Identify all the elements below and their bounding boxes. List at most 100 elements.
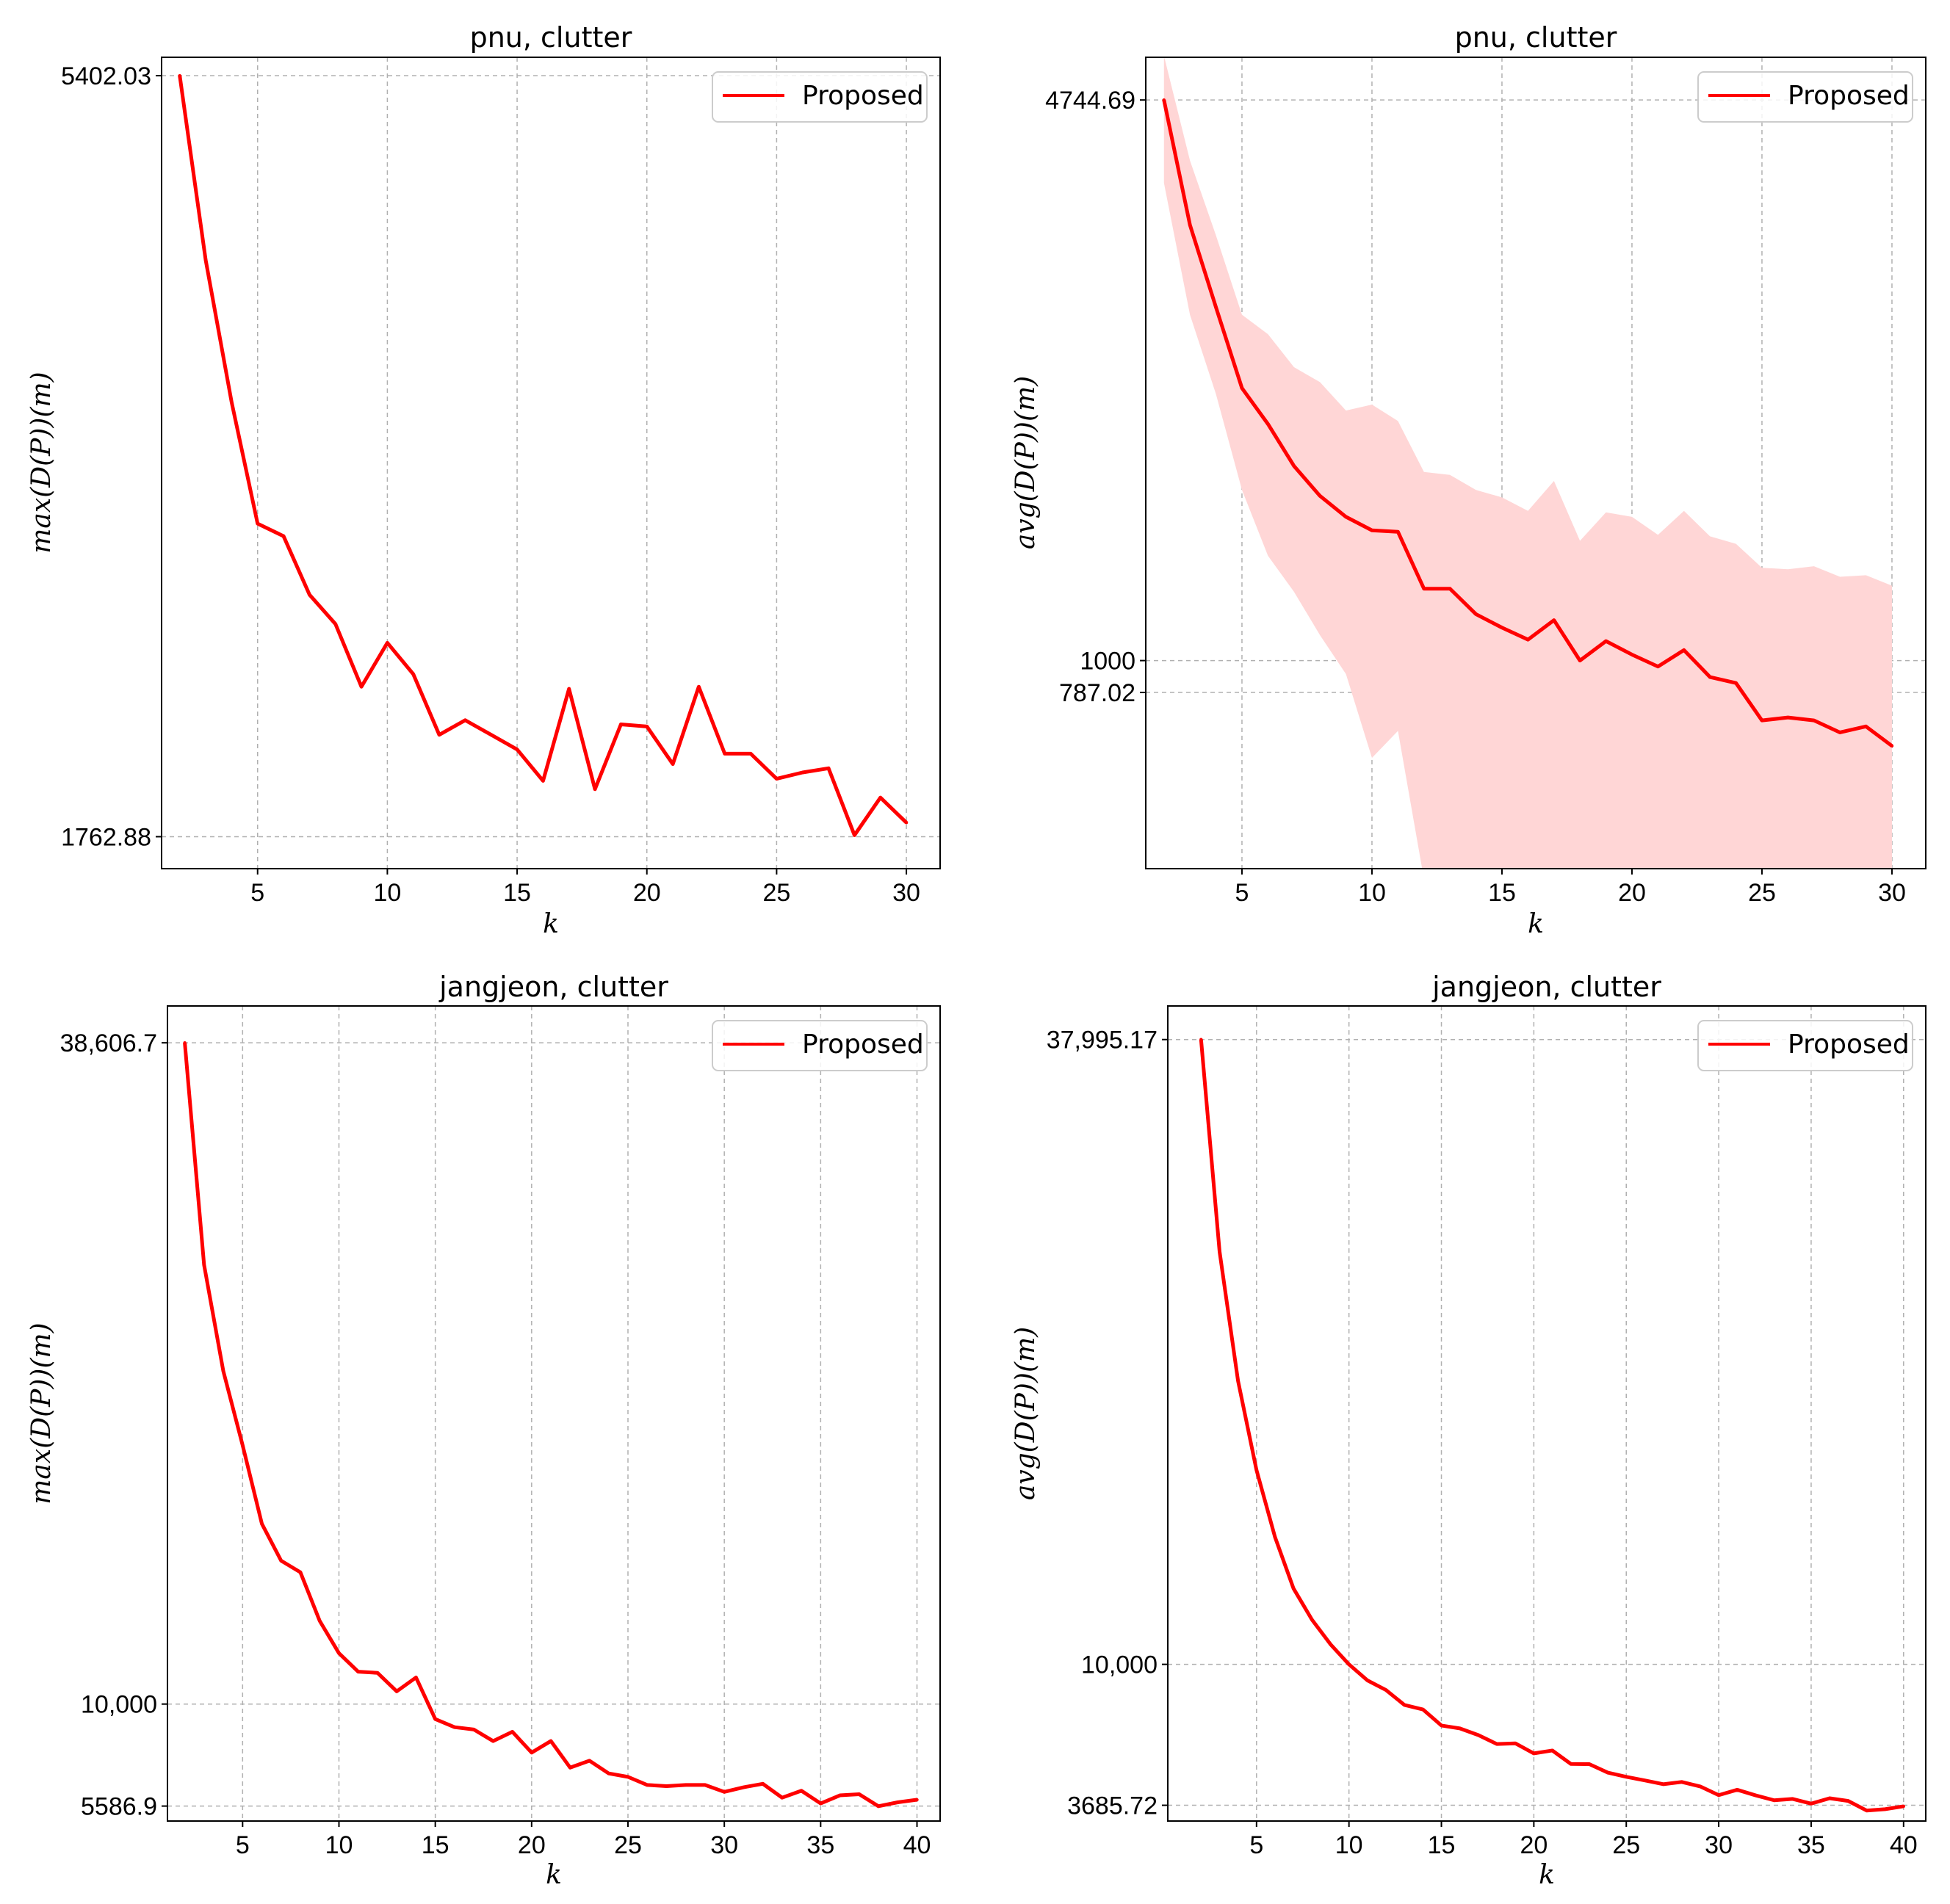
data-point xyxy=(1291,1587,1296,1590)
data-point xyxy=(1448,587,1452,590)
data-point xyxy=(1550,1748,1554,1753)
data-point xyxy=(472,1728,476,1731)
x-tick-label: 30 xyxy=(1878,879,1906,907)
data-point xyxy=(541,779,545,783)
x-tick-label: 25 xyxy=(1612,1831,1640,1859)
data-point xyxy=(1569,1762,1572,1766)
data-point xyxy=(1310,1618,1314,1622)
data-point xyxy=(230,400,234,405)
data-point xyxy=(1254,1469,1259,1472)
data-point xyxy=(386,641,389,645)
data-point xyxy=(1421,1707,1425,1712)
grid-lines xyxy=(162,57,940,869)
x-tick-label: 10 xyxy=(1358,879,1386,907)
series-layer xyxy=(1199,1038,1905,1813)
data-point xyxy=(588,1759,591,1763)
data-point xyxy=(819,1801,823,1806)
data-point xyxy=(375,1671,380,1675)
y-ticks: 1762.88 5402.03 xyxy=(61,62,162,851)
data-point xyxy=(1736,1788,1739,1792)
chart-title: pnu, clutter xyxy=(470,21,632,54)
data-point xyxy=(626,1775,630,1779)
plot-area xyxy=(162,57,940,869)
data-point xyxy=(1526,637,1530,642)
legend-box xyxy=(1697,71,1913,123)
data-point xyxy=(452,1725,457,1729)
y-axis-label: max(D(P))(m) xyxy=(26,372,57,553)
data-point xyxy=(356,1670,360,1673)
data-point xyxy=(298,1571,303,1574)
data-point xyxy=(1734,681,1738,685)
x-tick-label: 10 xyxy=(325,1831,353,1859)
x-tick-label: 15 xyxy=(503,879,531,907)
x-tick-label: 5 xyxy=(250,879,264,907)
data-point xyxy=(671,762,675,766)
data-point xyxy=(1809,1802,1813,1806)
legend-box xyxy=(1697,1020,1913,1071)
data-point xyxy=(684,1783,687,1787)
data-point xyxy=(1812,718,1816,723)
data-point xyxy=(1786,715,1790,720)
data-point xyxy=(308,593,311,597)
data-point xyxy=(1347,1662,1351,1666)
y-tick-label: 4744.69 xyxy=(1045,87,1135,115)
data-point xyxy=(896,1800,900,1804)
x-tick-label: 20 xyxy=(1520,1831,1548,1859)
data-point xyxy=(414,1676,418,1679)
x-tick-label: 10 xyxy=(373,879,401,907)
x-axis-label: k xyxy=(546,1860,562,1890)
data-point xyxy=(281,534,286,538)
x-tick-label: 25 xyxy=(762,879,790,907)
legend: Proposed xyxy=(712,1020,928,1071)
data-point xyxy=(1188,223,1192,227)
legend-label-proposed: Proposed xyxy=(1788,81,1910,111)
data-point xyxy=(1199,1038,1203,1041)
data-point xyxy=(722,1790,726,1794)
data-point xyxy=(1708,675,1712,679)
data-point xyxy=(1552,618,1556,622)
y-tick-label: 5586.9 xyxy=(81,1793,157,1821)
data-point xyxy=(1716,1793,1721,1797)
x-tick-label: 25 xyxy=(614,1831,642,1859)
x-tick-label: 30 xyxy=(1705,1831,1733,1859)
plot-frame xyxy=(167,1005,941,1822)
y-tick-label: 787.02 xyxy=(1059,679,1135,707)
x-tick-label: 15 xyxy=(1488,879,1516,907)
std-band-proposed xyxy=(1163,57,1892,869)
data-point xyxy=(1625,1775,1628,1779)
legend-label-proposed: Proposed xyxy=(1788,1029,1910,1060)
data-point xyxy=(876,1804,881,1809)
data-point xyxy=(515,748,519,751)
chart-title: jangjeon, clutter xyxy=(1431,971,1661,1003)
data-point xyxy=(359,685,364,689)
series-layer xyxy=(183,1040,919,1809)
x-axis-label: k xyxy=(543,909,559,939)
chart-panel-jangjeon-max: 5 10 15 20 25 30 35 40 5586.9 10,000 38,606.7 jan… xyxy=(26,971,941,1890)
x-tick-label: 20 xyxy=(1618,879,1646,907)
legend: Proposed xyxy=(712,71,928,123)
x-tick-label: 15 xyxy=(422,1831,449,1859)
data-point xyxy=(1680,1780,1683,1784)
legend: Proposed xyxy=(1697,1020,1913,1071)
data-point xyxy=(838,1793,842,1798)
data-point xyxy=(1604,639,1608,643)
data-point xyxy=(411,672,415,676)
data-point xyxy=(1532,1751,1536,1756)
data-point xyxy=(1864,725,1868,728)
data-point xyxy=(1838,731,1842,734)
data-point xyxy=(1365,1679,1370,1682)
data-point xyxy=(853,833,856,837)
data-point xyxy=(801,770,804,775)
data-point xyxy=(1846,1799,1850,1803)
plot-area xyxy=(167,1006,940,1821)
chart-title: jangjeon, clutter xyxy=(438,971,668,1003)
x-tick-label: 20 xyxy=(518,1831,546,1859)
chart-panel-pnu-avg: 5 10 15 20 25 30 787.02 1000 4744.69 pnu, clutt… xyxy=(1011,21,1926,939)
x-tick-label: 25 xyxy=(1748,879,1776,907)
data-point xyxy=(1329,1643,1332,1646)
x-tick-label: 5 xyxy=(1249,1831,1263,1859)
x-ticks: 5 10 15 20 25 30 35 40 xyxy=(236,1821,931,1859)
data-point xyxy=(1578,659,1582,662)
data-point xyxy=(1587,1762,1592,1766)
